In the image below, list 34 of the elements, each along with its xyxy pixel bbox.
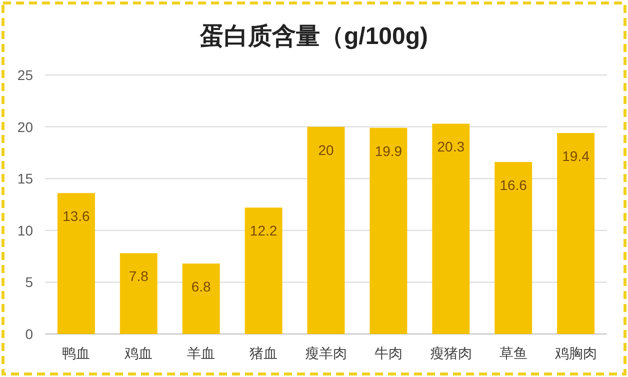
chart-title: 蛋白质含量（g/100g)	[198, 23, 428, 50]
data-label: 12.2	[250, 222, 278, 239]
bar	[244, 208, 282, 334]
x-tick-label: 羊血	[187, 345, 216, 361]
y-tick-label: 10	[17, 222, 34, 238]
x-tick-label: 鸡血	[124, 345, 153, 361]
data-label: 20	[318, 142, 334, 158]
bar	[432, 124, 470, 334]
bar	[557, 133, 595, 334]
data-label: 19.4	[562, 148, 590, 164]
bar	[370, 128, 408, 334]
y-tick-label: 15	[17, 170, 34, 187]
x-tick-label: 猪血	[250, 345, 278, 361]
x-tick-label: 瘦羊肉	[305, 345, 347, 361]
data-label: 13.6	[62, 208, 90, 224]
data-label: 20.3	[437, 138, 465, 155]
bar	[120, 253, 158, 334]
data-label: 6.8	[191, 278, 212, 295]
bar	[57, 193, 95, 334]
bar	[494, 162, 532, 334]
y-tick-label: 20	[17, 118, 34, 135]
x-tick-label: 瘦猪肉	[430, 345, 472, 361]
y-tick-label: 5	[25, 274, 34, 290]
bar	[307, 126, 345, 334]
y-tick-label: 0	[25, 326, 34, 342]
y-tick-label: 25	[17, 67, 34, 83]
data-label: 19.9	[374, 142, 402, 159]
data-label: 7.8	[128, 268, 149, 284]
bar	[182, 264, 220, 334]
x-tick-label: 牛肉	[374, 345, 402, 361]
x-tick-label: 草鱼	[499, 345, 528, 361]
x-tick-label: 鸡胸肉	[554, 345, 597, 361]
x-tick-label: 鸭血	[62, 345, 90, 361]
data-label: 16.6	[500, 177, 528, 194]
